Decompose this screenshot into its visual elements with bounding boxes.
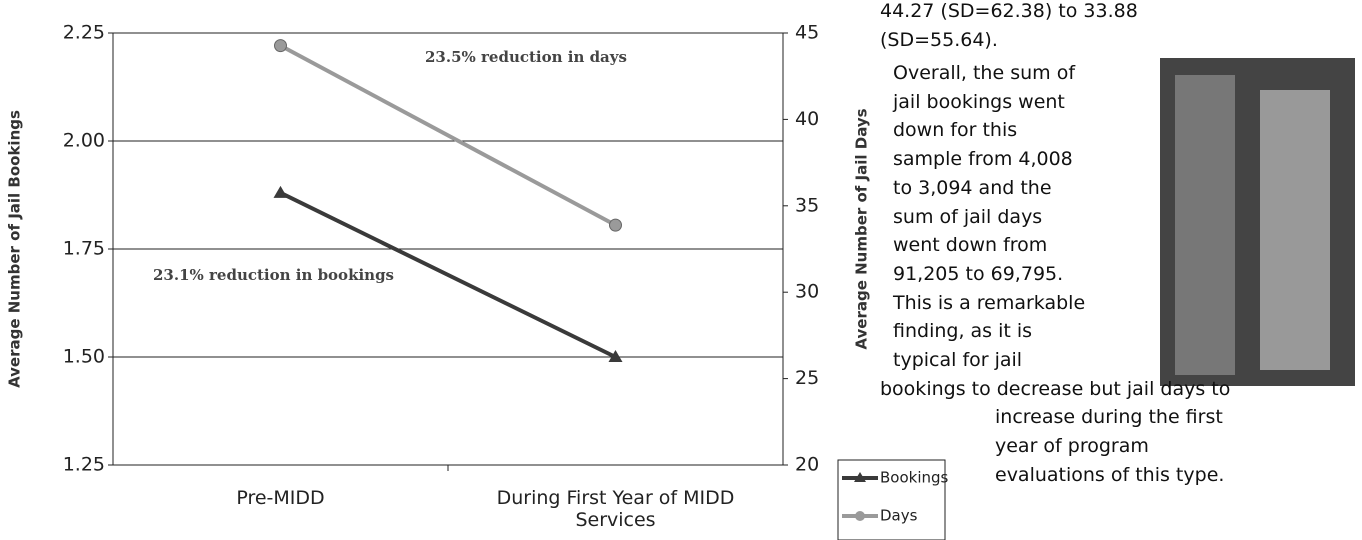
marker xyxy=(608,350,623,362)
y2-tick-label: 30 xyxy=(795,281,819,303)
text-line: increase during the first xyxy=(995,406,1223,429)
photo-detail xyxy=(1260,90,1330,370)
text-line: bookings to decrease but jail days to xyxy=(880,377,1231,400)
y2-tick-label: 35 xyxy=(795,194,819,216)
marker xyxy=(273,185,288,198)
legend-box xyxy=(837,459,946,540)
y-axis-title: Average Number of Jail Bookings xyxy=(6,110,24,388)
text-line: evaluations of this type. xyxy=(995,463,1225,486)
text-line: to 3,094 and the xyxy=(893,176,1052,199)
annotation: 23.1% reduction in bookings xyxy=(153,266,394,284)
series-line xyxy=(279,191,617,359)
annotation: 23.5% reduction in days xyxy=(425,48,627,66)
y2-tick-label: 45 xyxy=(795,22,819,44)
text-line: finding, as it is xyxy=(893,320,1033,343)
legend-label: Bookings xyxy=(880,469,949,487)
text-line: sample from 4,008 xyxy=(893,148,1073,171)
text-line: went down from xyxy=(893,234,1048,257)
text-line: typical for jail xyxy=(893,349,1023,371)
y2-tick-label: 25 xyxy=(795,367,819,389)
y-tick-label: 1.50 xyxy=(63,346,105,368)
legend-label: Days xyxy=(880,507,918,525)
text-line: Overall, the sum of xyxy=(893,62,1076,84)
text-line: This is a remarkable xyxy=(893,291,1086,314)
y-tick-label: 1.25 xyxy=(63,454,105,476)
marker xyxy=(609,218,622,232)
text-line: jail bookings went xyxy=(893,90,1065,113)
y-tick-label: 1.75 xyxy=(63,238,105,260)
y-tick-label: 2.00 xyxy=(63,130,105,152)
legend-marker xyxy=(854,472,866,482)
y2-tick-label: 20 xyxy=(795,454,819,476)
legend-marker xyxy=(855,511,865,521)
text-line: 91,205 to 69,795. xyxy=(893,262,1064,285)
y-tick-label: 2.25 xyxy=(63,22,105,44)
photo-detail xyxy=(1175,75,1235,375)
marker xyxy=(274,39,287,53)
text-line: down for this xyxy=(893,119,1018,142)
x-tick-label: During First Year of MIDD Services xyxy=(496,487,735,531)
text-line: (SD=55.64). xyxy=(880,29,998,51)
series-line xyxy=(279,43,617,227)
y2-tick-label: 40 xyxy=(795,108,819,130)
y2-axis-title: Average Number of Jail Days xyxy=(853,108,871,349)
text-line: sum of jail days xyxy=(893,205,1043,228)
text-line: year of program xyxy=(995,435,1149,458)
x-tick-label: Pre-MIDD xyxy=(236,487,325,509)
text-line: 44.27 (SD=62.38) to 33.88 xyxy=(880,0,1138,22)
